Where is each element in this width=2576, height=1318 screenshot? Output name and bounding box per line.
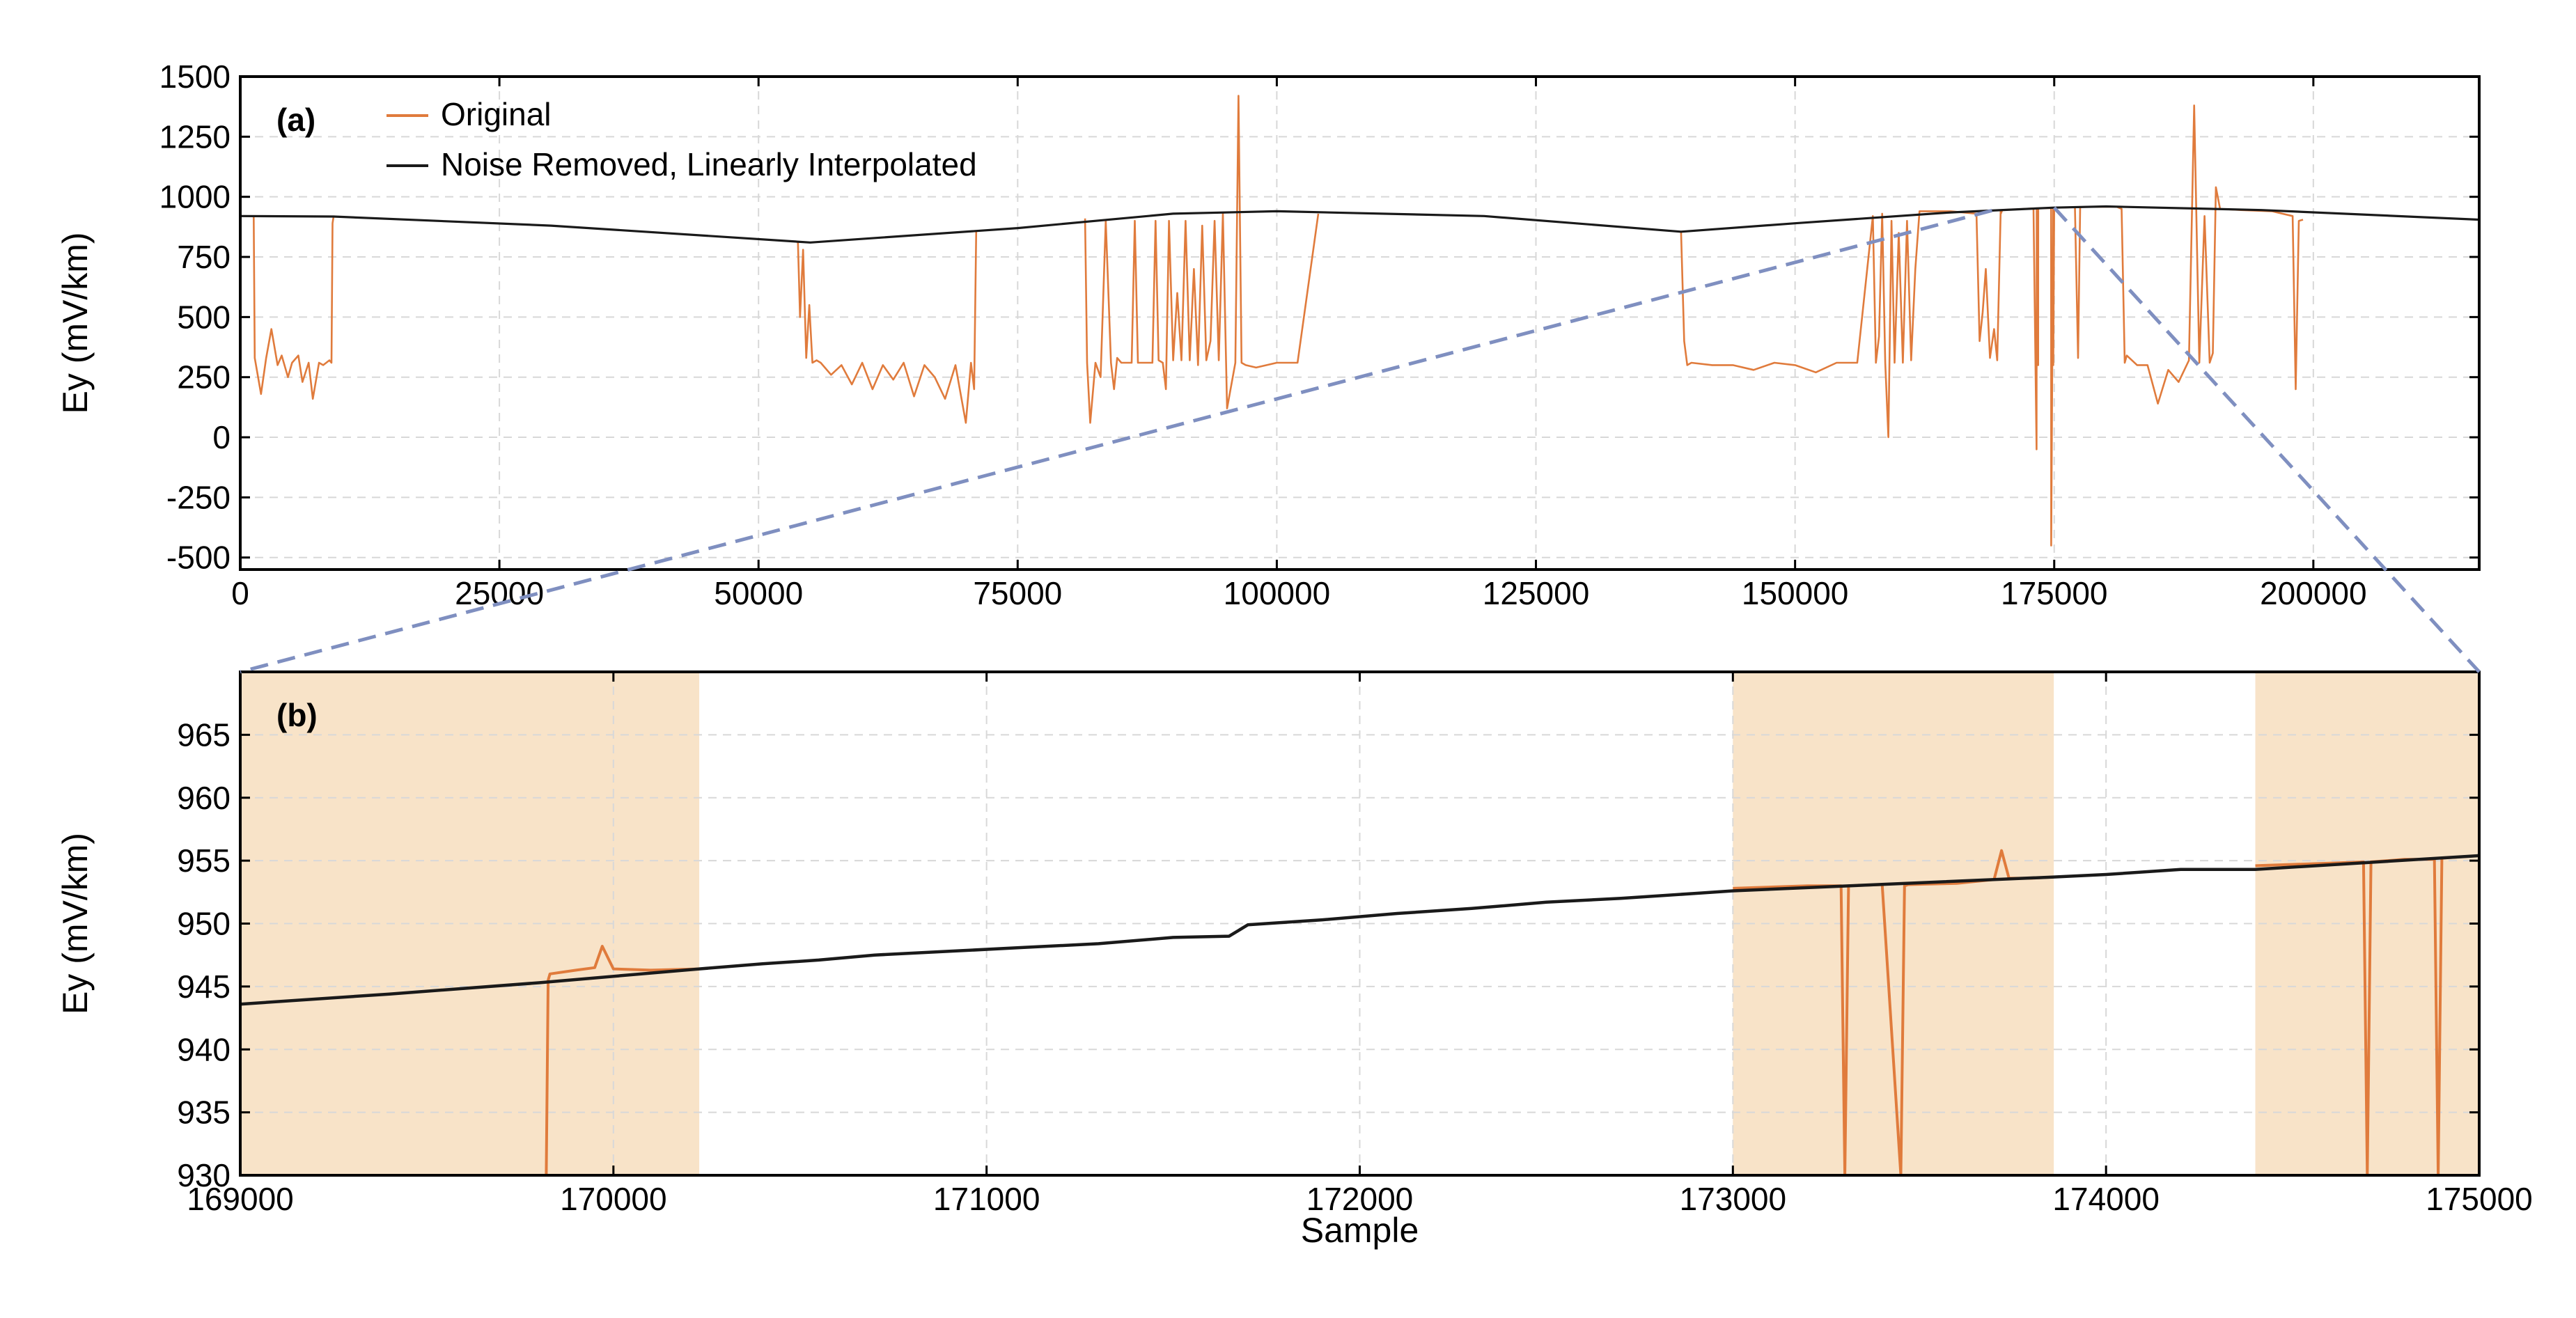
- plot-frame: [239, 75, 2481, 571]
- y-tick-label: 935: [177, 1095, 231, 1131]
- x-tick-label: 0: [231, 575, 249, 611]
- original-series-line: [797, 230, 978, 424]
- x-tick-label: 171000: [933, 1181, 1040, 1217]
- y-tick-label: 945: [177, 968, 231, 1005]
- interpolated-series-line: [240, 854, 2479, 1006]
- y-tick-label: 0: [212, 419, 231, 455]
- y-tick-label: -250: [166, 479, 231, 515]
- y-tick-label: 1000: [159, 179, 231, 215]
- y-tick-label: -500: [166, 540, 231, 576]
- panel-label: (a): [276, 102, 315, 138]
- x-tick-label: 172000: [1306, 1181, 1414, 1217]
- y-tick-label: 1500: [159, 58, 231, 95]
- x-axis-label: Sample: [1301, 1211, 1419, 1250]
- x-tick-label: 25000: [455, 575, 544, 611]
- legend-entry: Original: [441, 96, 552, 132]
- zoom-connector-line: [2052, 206, 2481, 673]
- x-tick-label: 174000: [2052, 1181, 2160, 1217]
- original-series-line: [253, 216, 335, 400]
- shaded-interval-0: [240, 672, 700, 1175]
- chart-panel-a: 0 25000 50000 75000 100000 125000 150000 175000…: [56, 58, 2481, 611]
- y-tick-label: 250: [177, 359, 231, 395]
- chart-panel-b: 169000 170000 171000 172000 173000 174000 1750…: [56, 670, 2533, 1250]
- y-tick-label: 950: [177, 906, 231, 942]
- x-tick-label: 175000: [2001, 575, 2108, 611]
- x-tick-label: 50000: [714, 575, 803, 611]
- x-tick-label: 75000: [973, 575, 1062, 611]
- original-series-line: [545, 945, 700, 1175]
- y-tick-label: 940: [177, 1031, 231, 1067]
- x-tick-label: 169000: [187, 1181, 294, 1217]
- y-tick-label: 1250: [159, 118, 231, 155]
- x-tick-label: 125000: [1483, 575, 1590, 611]
- y-tick-label: 960: [177, 780, 231, 816]
- zoom-connector-line: [240, 208, 1993, 674]
- x-tick-label: 200000: [2260, 575, 2367, 611]
- y-tick-label: 750: [177, 239, 231, 275]
- original-series-line: [1733, 849, 2054, 1175]
- original-series-line: [1084, 95, 1320, 424]
- y-tick-label: 500: [177, 299, 231, 335]
- original-series-line: [1680, 104, 2304, 547]
- x-tick-label: 175000: [2426, 1181, 2533, 1217]
- x-tick-label: 100000: [1224, 575, 1331, 611]
- panel-label: (b): [276, 697, 318, 733]
- y-axis-label: Ey (mV/km): [56, 833, 95, 1014]
- legend: Original Noise Removed, Linearly Interpol…: [387, 96, 977, 182]
- y-axis-label: Ey (mV/km): [56, 232, 95, 414]
- interpolated-series-line: [240, 205, 2479, 244]
- legend-entry: Noise Removed, Linearly Interpolated: [441, 146, 977, 182]
- plot-area: [240, 849, 2479, 1175]
- x-tick-label: 173000: [1680, 1181, 1787, 1217]
- x-tick-label: 150000: [1742, 575, 1849, 611]
- y-tick-label: 930: [177, 1157, 231, 1193]
- x-tick-label: 170000: [560, 1181, 667, 1217]
- y-tick-label: 965: [177, 716, 231, 753]
- plot-area: [240, 95, 2479, 547]
- y-tick-label: 955: [177, 842, 231, 879]
